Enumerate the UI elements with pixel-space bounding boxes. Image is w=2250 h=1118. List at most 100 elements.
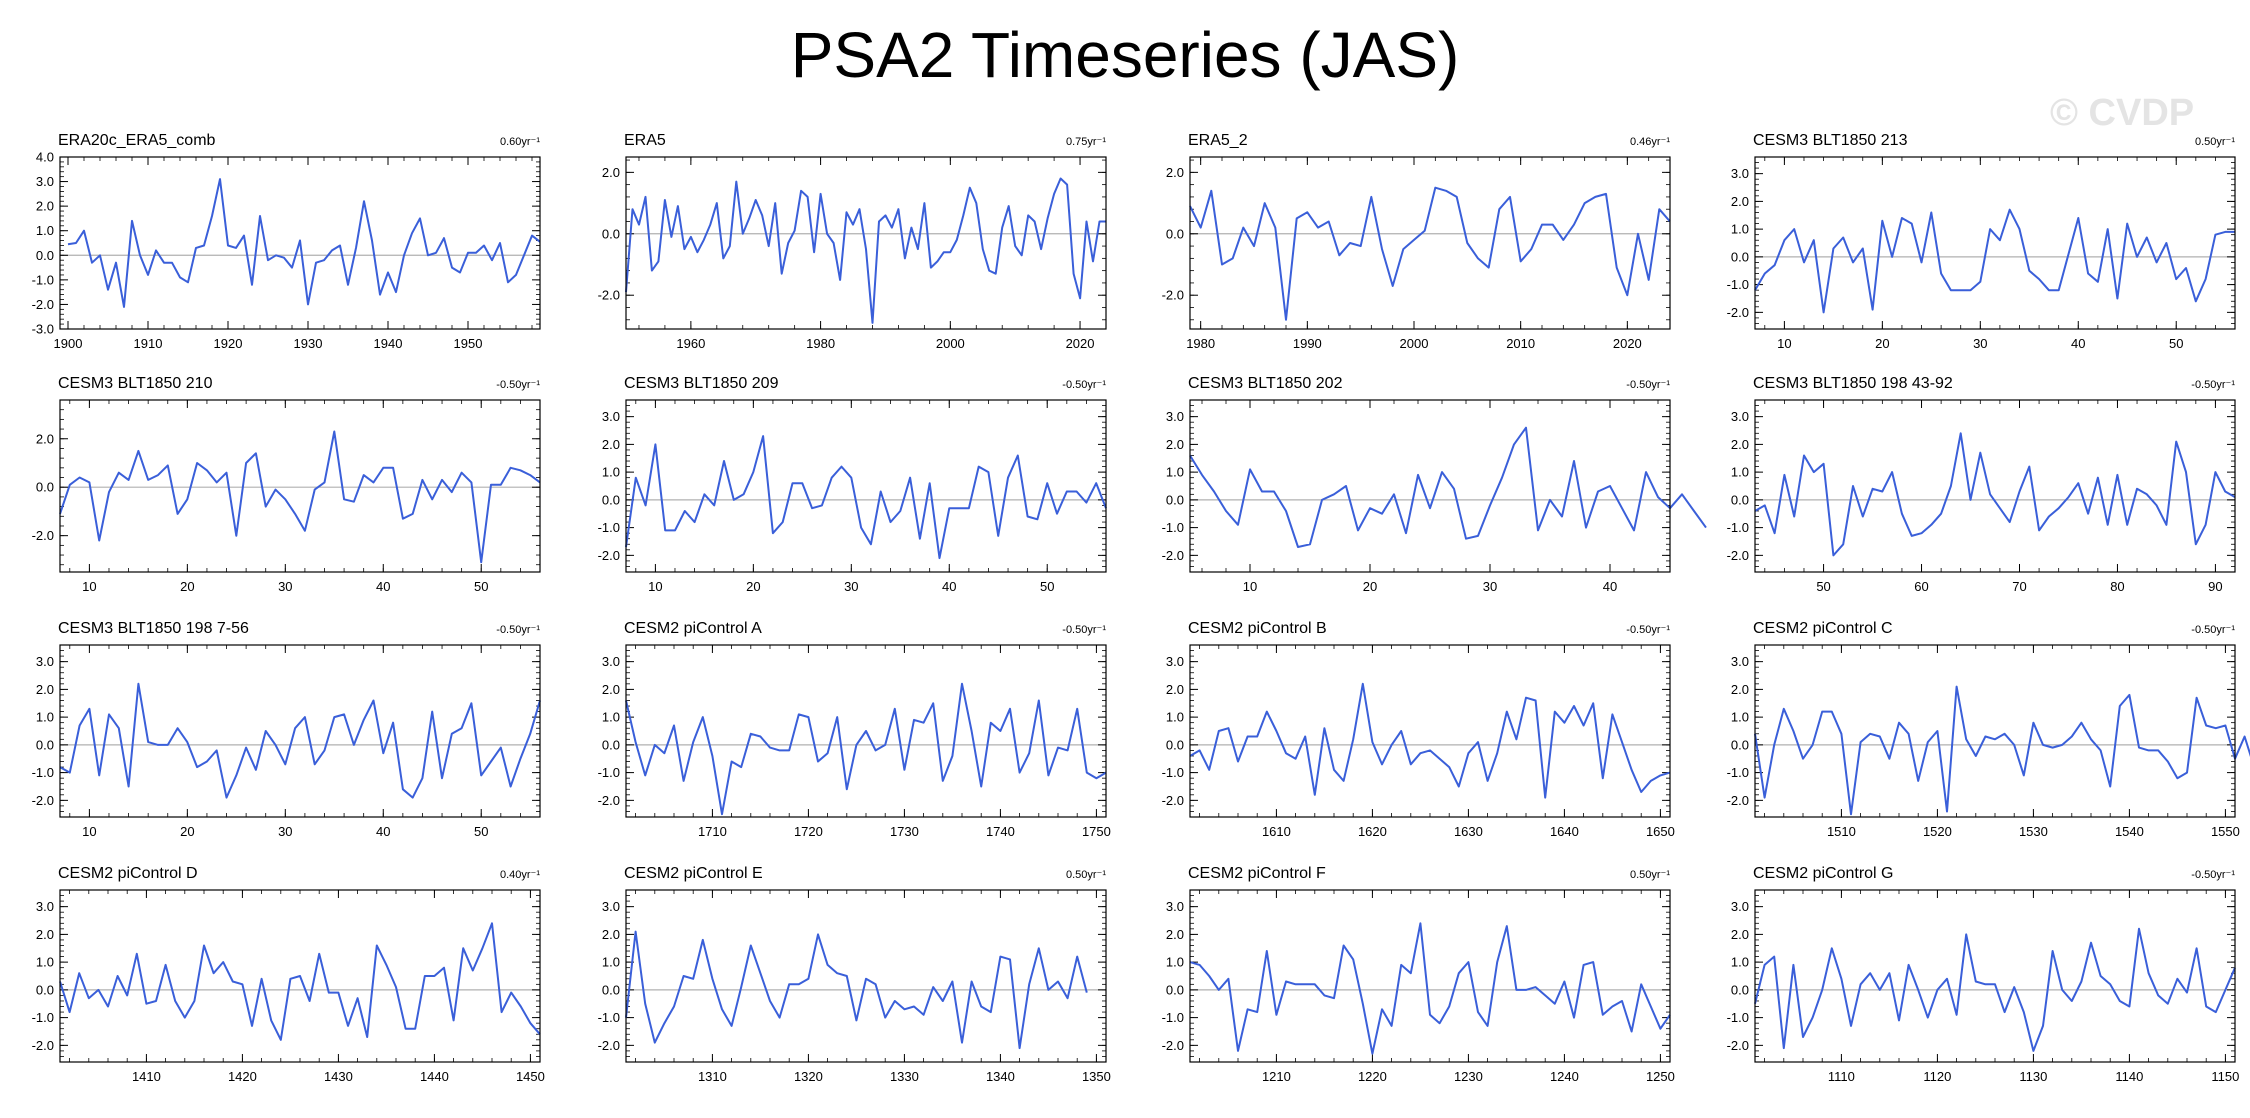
panel-title: CESM2 piControl G (1753, 865, 1894, 882)
x-tick-label: 30 (278, 579, 292, 594)
x-tick-label: 1650 (1646, 824, 1675, 839)
series-line (67, 178, 541, 308)
trend-label: -0.50yr⁻¹ (2191, 379, 2235, 391)
x-tick-label: 1450 (516, 1069, 545, 1084)
x-tick-label: 50 (1040, 579, 1054, 594)
series-line (1189, 186, 1671, 321)
cvdp-watermark: © CVDP (2050, 92, 2195, 134)
x-tick-label: 40 (942, 579, 956, 594)
plot-frame (1189, 889, 1671, 1063)
y-tick-label: 0.0 (1166, 226, 1184, 241)
panel-5: CESM3 BLT1850 210 -0.50yr⁻¹ -2.0 0.0 2.0 10 20… (32, 375, 541, 594)
y-tick-label: 3.0 (36, 174, 54, 189)
y-tick-label: 0.0 (36, 248, 54, 263)
panel-2: ERA5 0.75yr⁻¹ -2.0 0.0 2.0 1960 1980 2000 2020 (598, 132, 1107, 351)
y-tick-label: 3.0 (36, 654, 54, 669)
x-tick-label: 1210 (1262, 1069, 1291, 1084)
x-tick-label: 2000 (936, 336, 965, 351)
x-tick-label: 1520 (1923, 824, 1952, 839)
y-tick-label: 0.0 (1731, 249, 1749, 264)
x-tick-label: 1510 (1827, 824, 1856, 839)
panel-title: CESM2 piControl B (1188, 620, 1327, 637)
y-tick-label: 0.0 (36, 982, 54, 997)
x-tick-label: 1150 (2211, 1069, 2239, 1084)
x-tick-label: 1630 (1454, 824, 1483, 839)
series-line (1754, 432, 2236, 557)
y-tick-label: 2.0 (1731, 682, 1749, 697)
y-tick-label: 1.0 (1731, 955, 1749, 970)
x-tick-label: 10 (82, 579, 96, 594)
trend-label: -0.50yr⁻¹ (1626, 624, 1670, 636)
y-tick-label: -2.0 (1727, 548, 1749, 563)
plot-frame (59, 399, 541, 573)
panel-title: CESM2 piControl A (624, 620, 762, 637)
y-tick-label: -1.0 (598, 520, 620, 535)
y-tick-label: 3.0 (1731, 166, 1749, 181)
x-tick-label: 1940 (374, 336, 403, 351)
y-tick-label: 1.0 (1166, 955, 1184, 970)
plot-frame (625, 644, 1107, 818)
panel-9: CESM3 BLT1850 198 7-56 -0.50yr⁻¹ -2.0 -1.0 0… (32, 620, 541, 839)
y-tick-label: 1.0 (1166, 710, 1184, 725)
x-tick-label: 1550 (2211, 824, 2240, 839)
panel-3: ERA5_2 0.46yr⁻¹ -2.0 0.0 2.0 1980 1990 2000 2010… (1162, 132, 1671, 351)
y-tick-label: -2.0 (32, 528, 54, 543)
x-tick-label: 1710 (698, 824, 727, 839)
y-tick-label: 1.0 (1166, 465, 1184, 480)
x-tick-label: 1610 (1262, 824, 1291, 839)
panel-title: CESM2 piControl C (1753, 620, 1893, 637)
x-tick-label: 1950 (454, 336, 483, 351)
x-tick-label: 1330 (890, 1069, 919, 1084)
plot-frame (1754, 399, 2236, 573)
y-tick-label: -1.0 (1727, 277, 1749, 292)
y-tick-label: 1.0 (602, 710, 620, 725)
trend-label: -0.50yr⁻¹ (2191, 624, 2235, 636)
x-tick-label: 1420 (228, 1069, 257, 1084)
plot-frame (625, 889, 1107, 1063)
y-tick-label: 3.0 (1731, 654, 1749, 669)
y-tick-label: 2.0 (602, 437, 620, 452)
y-tick-label: 0.0 (1731, 982, 1749, 997)
y-tick-label: 2.0 (1166, 927, 1184, 942)
plot-frame (59, 889, 541, 1063)
x-tick-label: 1730 (890, 824, 919, 839)
y-tick-label: 2.0 (36, 199, 54, 214)
figure-title: PSA2 Timeseries (JAS) (790, 19, 1460, 91)
x-tick-label: 10 (1777, 336, 1791, 351)
x-tick-label: 1220 (1358, 1069, 1387, 1084)
trend-label: 0.75yr⁻¹ (1066, 136, 1106, 148)
y-tick-label: -2.0 (1727, 793, 1749, 808)
y-tick-label: -2.0 (1162, 793, 1184, 808)
y-tick-label: -3.0 (32, 322, 54, 337)
x-tick-label: 1920 (214, 336, 243, 351)
panel-title: ERA20c_ERA5_comb (58, 132, 216, 149)
y-tick-label: 0.0 (1731, 492, 1749, 507)
y-tick-label: -1.0 (1727, 1010, 1749, 1025)
panel-12: CESM2 piControl C -0.50yr⁻¹ -2.0 -1.0 0.0 1.0… (1727, 620, 2250, 839)
x-tick-label: 1640 (1550, 824, 1579, 839)
series-line (1754, 208, 2235, 314)
x-tick-label: 20 (1363, 579, 1377, 594)
y-tick-label: 3.0 (1731, 899, 1749, 914)
plot-frame (1189, 399, 1671, 573)
panel-15: CESM2 piControl F 0.50yr⁻¹ -2.0 -1.0 0.0 1.0 2… (1162, 865, 1675, 1084)
plot-frame (1754, 889, 2236, 1063)
y-tick-label: -1.0 (1727, 520, 1749, 535)
x-tick-label: 2000 (1400, 336, 1429, 351)
panel-14: CESM2 piControl E 0.50yr⁻¹ -2.0 -1.0 0.0 1.0 2… (598, 865, 1111, 1084)
y-tick-label: 0.0 (602, 492, 620, 507)
y-tick-label: 2.0 (36, 927, 54, 942)
y-tick-label: 1.0 (36, 223, 54, 238)
x-tick-label: 1540 (2115, 824, 2144, 839)
series-line (625, 930, 1088, 1050)
y-tick-label: 1.0 (1731, 465, 1749, 480)
x-tick-label: 40 (1603, 579, 1617, 594)
x-tick-label: 30 (844, 579, 858, 594)
series-line (1189, 922, 1671, 1055)
x-tick-label: 10 (648, 579, 662, 594)
x-tick-label: 1250 (1646, 1069, 1675, 1084)
panel-10: CESM2 piControl A -0.50yr⁻¹ -2.0 -1.0 0.0 1.0… (598, 620, 1111, 839)
trend-label: -0.50yr⁻¹ (2191, 869, 2235, 881)
x-tick-label: 50 (474, 579, 488, 594)
y-tick-label: -2.0 (598, 288, 620, 303)
